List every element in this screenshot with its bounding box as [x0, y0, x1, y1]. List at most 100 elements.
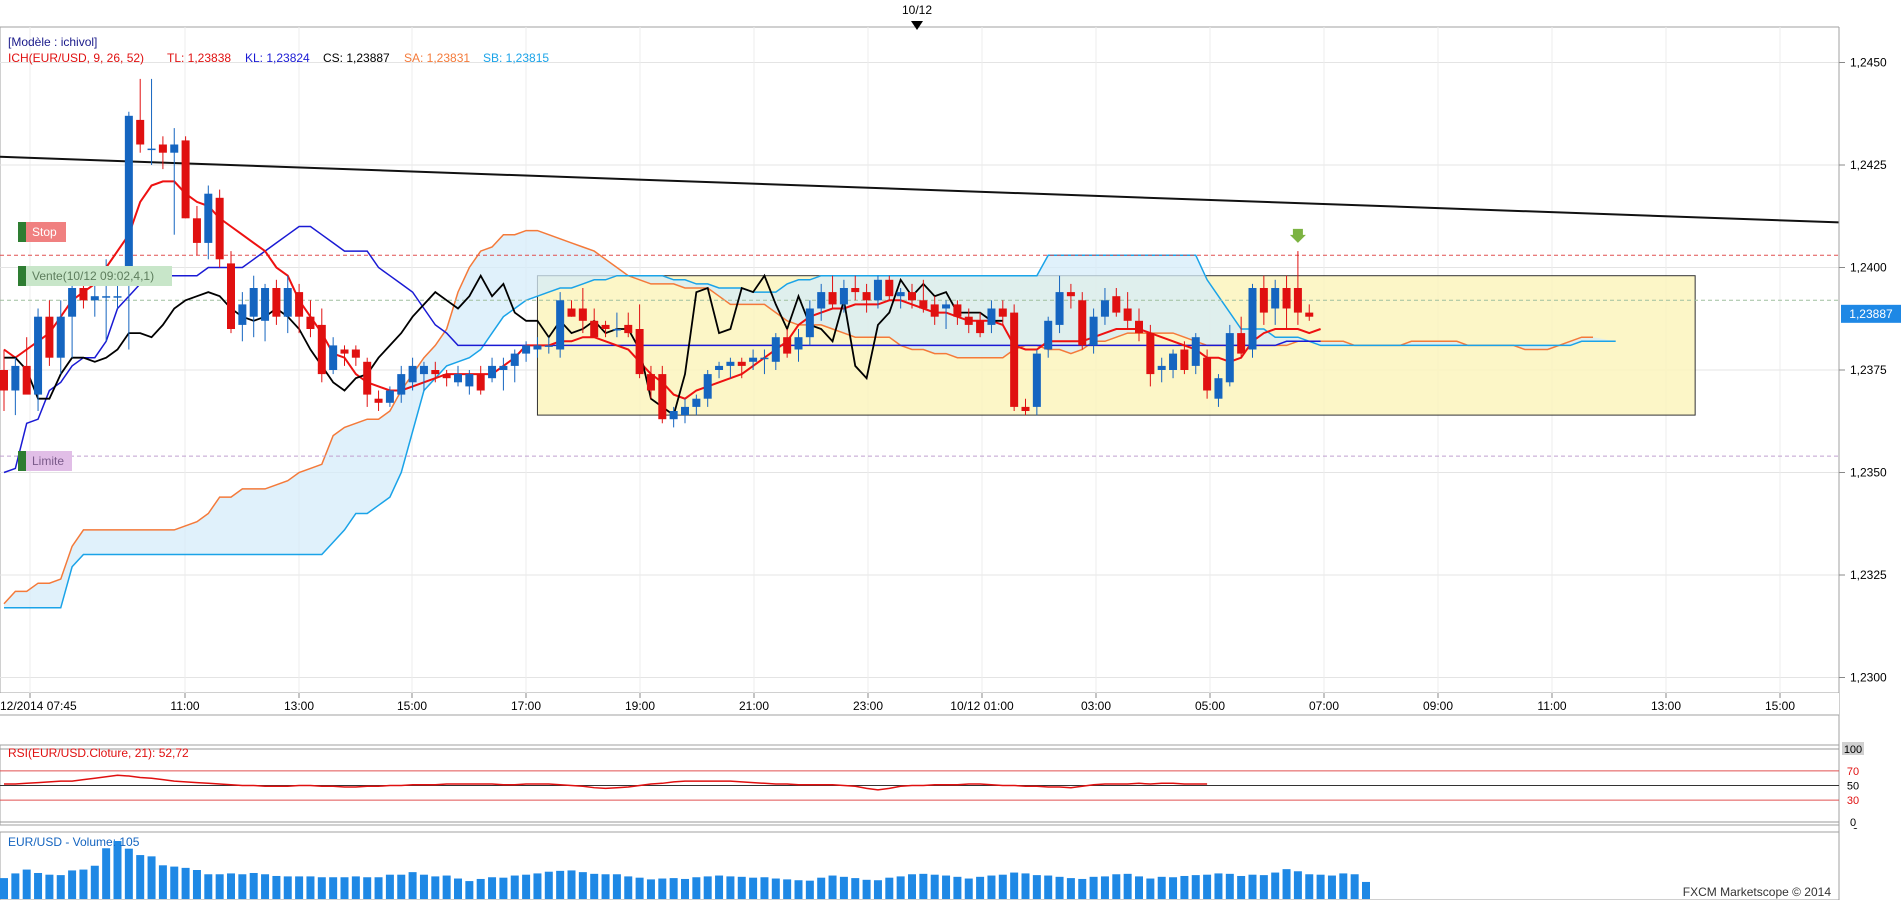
time-tick-label: 09/12/2014 07:45 — [0, 699, 77, 713]
candle-body — [851, 288, 860, 293]
candle-body — [942, 304, 951, 309]
candle-body — [181, 140, 190, 219]
volume-bar — [442, 875, 451, 899]
candle-body — [340, 349, 349, 354]
candle-body — [34, 316, 43, 395]
candle-body — [749, 357, 758, 362]
candle-body — [147, 148, 156, 151]
limit-order-tag[interactable]: Limite — [18, 451, 72, 471]
volume-bar — [635, 877, 644, 899]
candle-body — [885, 279, 894, 297]
volume-bar — [295, 876, 304, 899]
rsi-level-bg — [1842, 793, 1864, 807]
candle-body — [1135, 320, 1143, 334]
candle-body — [488, 365, 497, 379]
candle-body — [1293, 288, 1302, 313]
volume-bar — [1203, 874, 1212, 899]
volume-bar — [272, 875, 281, 899]
candle-body — [1225, 333, 1234, 383]
current-price-label: 1,23887 — [1849, 307, 1893, 321]
signal-arrow — [1289, 228, 1306, 243]
time-tick-label: 15:00 — [1765, 699, 1795, 713]
candle-body — [896, 292, 905, 297]
entry-order-tag[interactable]: Vente(10/12 09:02,4,1) — [18, 266, 172, 286]
rsi-level-bg — [1842, 778, 1864, 792]
candle-body — [1203, 357, 1212, 391]
volume-bar — [419, 874, 428, 899]
time-tick-label: 19:00 — [625, 699, 655, 713]
volume-bar — [1146, 878, 1155, 899]
candle-body — [862, 292, 871, 301]
volume-bar — [476, 878, 485, 899]
candle-body — [45, 316, 54, 358]
time-tick-label: 03:00 — [1081, 699, 1111, 713]
volume-bar — [431, 876, 440, 899]
candle-body — [113, 296, 122, 298]
rsi-level-label: 50 — [1847, 781, 1859, 793]
volume-bar — [1180, 875, 1189, 899]
volume-bar — [760, 877, 769, 899]
time-tick-label: 11:00 — [1537, 699, 1566, 713]
volume-bar — [283, 876, 292, 899]
volume-bar — [56, 875, 65, 899]
candle-body — [1010, 312, 1019, 407]
volume-bar — [930, 874, 939, 899]
volume-bar — [1191, 875, 1200, 899]
volume-bar — [783, 879, 792, 899]
legend-ich: ICH(EUR/USD, 9, 26, 52) — [8, 51, 144, 65]
volume-bar — [1066, 878, 1075, 899]
volume-bar — [828, 875, 837, 899]
candle-body — [351, 349, 360, 358]
candle-body — [1146, 333, 1155, 375]
volume-bar — [1078, 878, 1087, 899]
candlesticks — [0, 78, 1314, 428]
volume-bar — [1055, 876, 1064, 899]
volume-bar — [987, 875, 996, 899]
volume-bar — [1362, 881, 1370, 899]
volume-bar — [749, 877, 758, 899]
trendline[interactable] — [0, 155, 1840, 224]
candle-body — [646, 374, 655, 391]
time-tick-label: 07:00 — [1309, 699, 1339, 713]
rsi-line — [4, 774, 1208, 791]
candle-body — [1248, 288, 1257, 350]
volume-bar — [11, 873, 20, 899]
volume-bar — [1112, 874, 1121, 899]
volume-bar — [1135, 876, 1143, 899]
candle-body — [1066, 292, 1075, 297]
volume-bar — [1214, 873, 1223, 899]
price-tick-label: 1,2450 — [1850, 56, 1887, 70]
time-axis — [0, 693, 1839, 715]
candle-body — [1123, 308, 1132, 321]
candle-body — [1180, 349, 1189, 370]
volume-bar — [227, 873, 235, 899]
legend-kl: KL: 1,23824 — [245, 51, 310, 65]
volume-bar — [499, 877, 508, 899]
volume-bar — [851, 878, 860, 899]
candle-body — [192, 218, 201, 243]
candle-body — [283, 288, 292, 317]
candle-body — [828, 292, 837, 305]
candle-body — [726, 361, 735, 366]
volume-bar — [408, 872, 417, 899]
price-tick-label: 1,2425 — [1850, 158, 1887, 172]
volume-bar — [136, 855, 145, 899]
volume-bar — [1010, 872, 1019, 899]
candle-body — [90, 296, 99, 301]
candle-body — [590, 320, 599, 338]
volume-bar — [794, 880, 803, 899]
chikou-line — [4, 273, 1003, 417]
candle-body — [499, 365, 508, 370]
volume-bar — [964, 878, 973, 899]
volume-bar — [522, 874, 531, 899]
legend-sb: SB: 1,23815 — [483, 51, 549, 65]
volume-bar — [34, 872, 43, 899]
candle-body — [1282, 288, 1291, 309]
volume-bar — [1248, 874, 1257, 899]
candle-body — [249, 288, 258, 317]
candle-body — [624, 324, 633, 334]
volume-bar — [1169, 877, 1178, 899]
volume-bar — [1259, 875, 1268, 899]
stop-order-tag[interactable]: Stop — [18, 222, 66, 242]
limit-label: Limite — [32, 454, 64, 468]
